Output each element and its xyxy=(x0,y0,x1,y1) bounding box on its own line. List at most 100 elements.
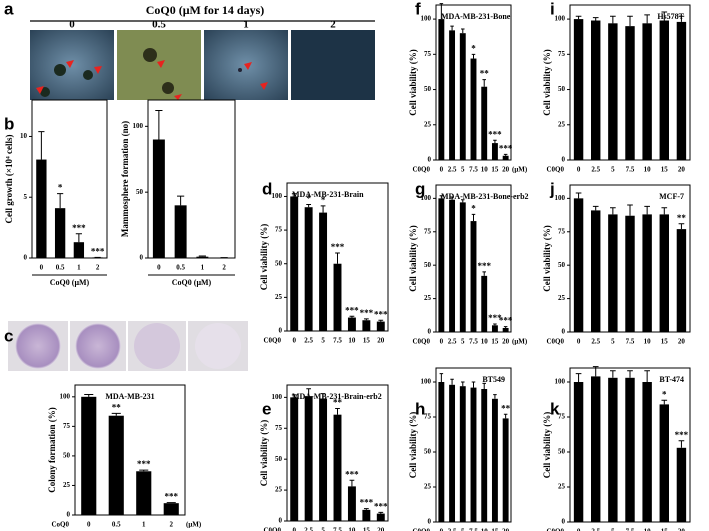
bar xyxy=(625,377,635,522)
chart-title: MDA-MB-231-Brain xyxy=(292,190,364,199)
bar xyxy=(481,275,488,332)
chart-title: MDA-MB-231-Bone xyxy=(441,12,511,21)
bar xyxy=(152,139,165,258)
bar xyxy=(438,19,445,160)
bar xyxy=(73,242,85,258)
y-tick-label: 25 xyxy=(558,483,566,491)
x-axis-label: CoQ0 (μM) xyxy=(50,278,90,287)
y-tick-label: 75 xyxy=(558,413,566,421)
y-tick-label: 50 xyxy=(558,448,566,456)
x-tick-label: 7.5 xyxy=(626,166,635,174)
bar xyxy=(591,210,601,332)
y-tick-label: 25 xyxy=(424,120,432,128)
chart-title: Hs578T xyxy=(657,12,684,21)
x-tick-label: 20 xyxy=(678,338,686,346)
x-tick-label: 15 xyxy=(491,338,499,346)
error-bar xyxy=(291,394,297,398)
x-tick-label: 5 xyxy=(461,338,465,346)
bar xyxy=(449,30,456,161)
significance: *** xyxy=(477,261,491,271)
y-tick-label: 0 xyxy=(279,517,283,525)
plot-frame xyxy=(147,99,236,259)
y-tick-label: 0 xyxy=(24,254,28,262)
x-prefix: C0Q0 xyxy=(264,527,282,531)
error-bar xyxy=(349,479,355,487)
x-tick-label: 5 xyxy=(611,166,615,174)
error-bar xyxy=(306,388,312,397)
panel-letter: k xyxy=(550,399,560,418)
x-tick-label: 0 xyxy=(40,264,44,272)
x-tick-label: 7.5 xyxy=(469,166,478,174)
bar xyxy=(573,19,584,160)
x-tick-label: 1 xyxy=(201,264,205,272)
error-bar xyxy=(320,393,326,399)
bar xyxy=(608,23,618,161)
x-tick-label: 2.5 xyxy=(591,338,600,346)
panel-a-images xyxy=(8,20,375,371)
x-tick-label: 2 xyxy=(222,264,226,272)
error-bar xyxy=(644,14,650,24)
x-prefix: C0Q0 xyxy=(547,528,565,531)
x-prefix: C0Q0 xyxy=(413,338,431,346)
significance: *** xyxy=(499,143,513,153)
y-tick-label: 25 xyxy=(275,486,283,494)
bar xyxy=(196,256,209,258)
x-prefix: C0Q0 xyxy=(547,338,565,346)
bar xyxy=(502,418,509,522)
y-axis-label: Cell viability (%) xyxy=(259,420,269,487)
x-tick-label: 10 xyxy=(348,527,356,531)
error-bar xyxy=(461,199,465,203)
significance: ** xyxy=(112,402,122,412)
significance: * xyxy=(471,203,476,213)
x-tick-label: 5 xyxy=(321,527,325,531)
error-bar xyxy=(661,399,668,405)
bar xyxy=(676,21,687,161)
error-bar xyxy=(111,412,121,416)
bar xyxy=(108,415,124,515)
bar xyxy=(491,143,498,160)
error-bar xyxy=(450,378,454,385)
y-tick-label: 50 xyxy=(424,85,432,93)
bar xyxy=(376,513,385,521)
x-tick-label: 15 xyxy=(661,338,669,346)
x-tick-label: 2.5 xyxy=(448,166,457,174)
y-axis-label: Cell viability (%) xyxy=(542,49,552,116)
x-tick-label: 1 xyxy=(142,521,146,529)
chart-title: MDA-MB-231-Bone-erb2 xyxy=(441,192,529,201)
error-bar xyxy=(450,196,454,200)
error-bar xyxy=(482,271,486,276)
x-tick-label: 0.5 xyxy=(176,264,185,272)
x-prefix: C0Q0 xyxy=(547,166,565,174)
error-bar xyxy=(378,319,384,322)
error-bar xyxy=(306,204,312,208)
x-tick-label: 10 xyxy=(481,338,489,346)
y-tick-label: 25 xyxy=(275,293,283,301)
y-axis-label: Colony formation (%) xyxy=(47,407,57,493)
x-tick-label: 0 xyxy=(577,528,581,531)
x-tick-label: 7.5 xyxy=(333,337,342,345)
bar xyxy=(470,221,477,332)
bar xyxy=(625,215,635,332)
bar xyxy=(459,33,466,160)
y-tick-label: 50 xyxy=(275,259,283,267)
y-axis-label: Cell growth (×10⁴ cells) xyxy=(4,135,14,224)
error-bar xyxy=(678,15,685,22)
y-tick-label: 75 xyxy=(424,50,432,58)
x-tick-label: 2.5 xyxy=(591,166,600,174)
error-bar xyxy=(439,373,444,382)
error-bar xyxy=(627,204,633,216)
panel-letter: e xyxy=(262,399,271,418)
x-tick-label: 0.5 xyxy=(112,521,121,529)
significance: *** xyxy=(345,305,359,315)
bar xyxy=(347,317,356,331)
x-tick-label: 20 xyxy=(678,166,686,174)
y-tick-label: 75 xyxy=(275,424,283,432)
chart-title: BT549 xyxy=(482,375,505,384)
x-prefix: C0Q0 xyxy=(413,528,431,531)
x-axis-label: CoQ0 (μM) xyxy=(172,278,212,287)
x-tick-label: 2 xyxy=(170,521,174,529)
error-bar xyxy=(627,15,633,27)
bar xyxy=(449,199,456,332)
y-tick-label: 75 xyxy=(424,227,432,235)
error-bar xyxy=(291,193,297,197)
